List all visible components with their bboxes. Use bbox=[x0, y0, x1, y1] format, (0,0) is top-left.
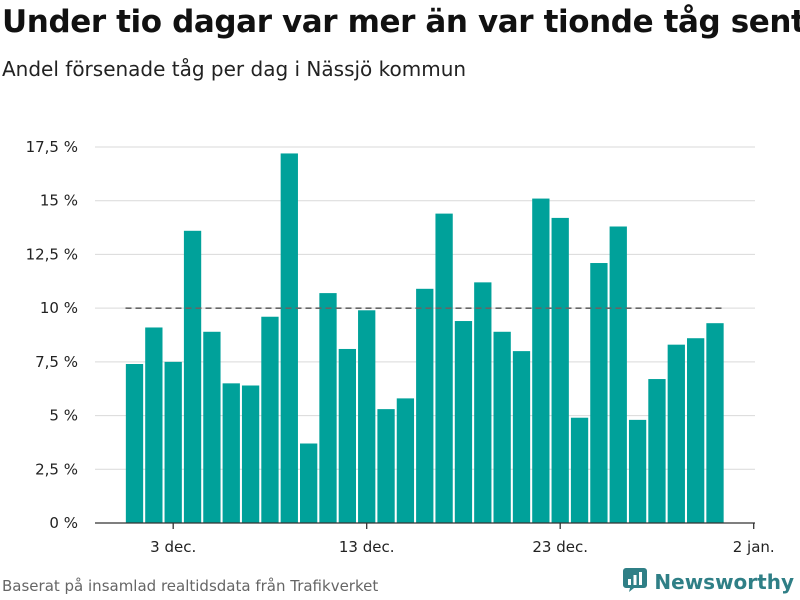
bar bbox=[628, 419, 647, 523]
bar bbox=[609, 226, 627, 524]
x-axis-ticks: 3 dec. 13 dec. 23 dec. 2 jan. bbox=[150, 523, 775, 556]
bar bbox=[474, 282, 492, 523]
bar bbox=[377, 409, 395, 523]
bar bbox=[338, 348, 356, 523]
newsworthy-logo-text: Newsworthy bbox=[654, 570, 794, 594]
bar bbox=[396, 398, 415, 523]
bar bbox=[125, 364, 144, 523]
y-tick-label: 7,5 % bbox=[35, 353, 78, 371]
chart-title: Under tio dagar var mer än var tionde tå… bbox=[2, 4, 800, 40]
x-tick-label: 23 dec. bbox=[532, 538, 588, 556]
newsworthy-logo[interactable]: Newsworthy bbox=[622, 567, 794, 597]
bar bbox=[300, 443, 318, 523]
bar bbox=[145, 327, 163, 523]
y-tick-label: 0 % bbox=[49, 514, 78, 532]
bar bbox=[551, 217, 569, 523]
bar bbox=[590, 263, 608, 523]
bar bbox=[319, 293, 337, 523]
newsworthy-logo-icon bbox=[622, 567, 648, 597]
bar bbox=[261, 316, 279, 523]
x-tick-label: 2 jan. bbox=[733, 538, 775, 556]
bars bbox=[125, 153, 724, 524]
chart-subtitle: Andel försenade tåg per dag i Nässjö kom… bbox=[2, 57, 467, 81]
x-tick-label: 3 dec. bbox=[150, 538, 196, 556]
bar bbox=[687, 338, 705, 523]
bar bbox=[648, 379, 666, 523]
bar bbox=[183, 230, 202, 523]
y-tick-label: 5 % bbox=[49, 407, 78, 425]
bar bbox=[164, 361, 182, 523]
bar bbox=[454, 321, 473, 523]
x-tick-label: 13 dec. bbox=[339, 538, 395, 556]
bar bbox=[706, 323, 724, 523]
source-note: Baserat på insamlad realtidsdata från Tr… bbox=[2, 577, 379, 595]
y-tick-label: 10 % bbox=[40, 299, 78, 317]
bar bbox=[280, 153, 298, 523]
bar bbox=[203, 331, 221, 523]
y-tick-label: 15 % bbox=[40, 192, 78, 210]
y-tick-label: 12,5 % bbox=[26, 245, 78, 263]
bar bbox=[667, 344, 685, 523]
y-axis-ticks: 0 % 2,5 % 5 % 7,5 % 10 % 12,5 % 15 % 17,5 % bbox=[26, 138, 78, 532]
bar bbox=[416, 288, 434, 523]
bar bbox=[532, 198, 550, 523]
bar bbox=[241, 385, 260, 523]
y-tick-label: 2,5 % bbox=[35, 460, 78, 478]
bar bbox=[493, 331, 511, 523]
bar bbox=[570, 417, 589, 523]
bar bbox=[222, 383, 240, 523]
bar bbox=[358, 310, 376, 523]
bar bbox=[512, 351, 531, 523]
y-tick-label: 17,5 % bbox=[26, 138, 78, 156]
bar bbox=[435, 213, 453, 523]
